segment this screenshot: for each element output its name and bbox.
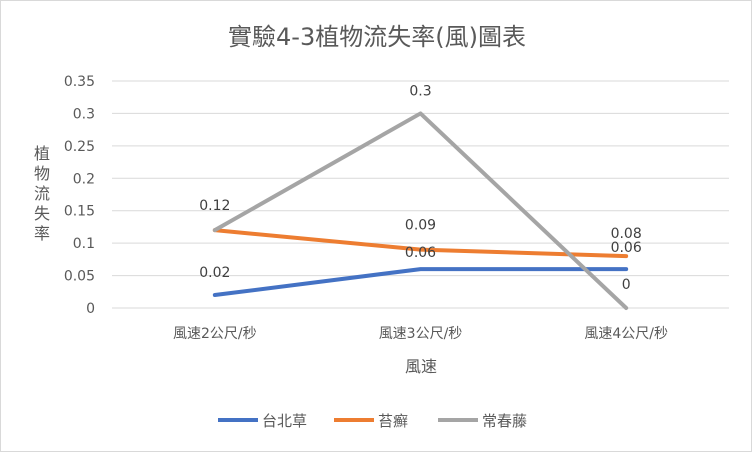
y-tick-label: 0.05 — [64, 269, 95, 285]
data-label: 0.09 — [405, 218, 436, 234]
y-tick-labels: 0 0.05 0.1 0.15 0.2 0.25 0.3 0.35 — [64, 74, 95, 317]
series-line-台北草 — [212, 267, 629, 298]
y-tick-label: 0.1 — [73, 236, 95, 252]
series-line-苔癬 — [212, 228, 629, 259]
y-axis-title: 植物流失率 — [34, 144, 50, 243]
data-label: 0.3 — [409, 83, 431, 99]
x-tick-label: 風速2公尺/秒 — [173, 326, 257, 342]
y-tick-label: 0.3 — [73, 106, 95, 122]
y-tick-label: 0 — [86, 301, 95, 317]
y-axis-title-char: 植 — [34, 144, 50, 163]
y-axis-title-char: 率 — [34, 224, 50, 243]
data-labels: 0.02 0.06 0.09 0.08 0.12 0.3 0 0.06 — [199, 83, 642, 293]
y-tick-label: 0.25 — [64, 139, 95, 155]
data-label: 0 — [622, 277, 631, 293]
x-tick-label: 風速3公尺/秒 — [379, 326, 463, 342]
x-axis-title: 風速 — [405, 357, 437, 376]
gridlines — [112, 80, 729, 309]
data-label: 0.06 — [611, 240, 642, 256]
data-label: 0.06 — [405, 245, 436, 261]
series-line-常春藤 — [212, 111, 629, 310]
legend-label: 苔癬 — [378, 412, 408, 430]
chart-title: 實驗4-3植物流失率(風)圖表 — [228, 23, 526, 51]
y-tick-label: 0.15 — [64, 204, 95, 220]
data-label: 0.02 — [199, 265, 230, 281]
legend-label: 台北草 — [262, 412, 307, 430]
x-tick-label: 風速4公尺/秒 — [584, 326, 668, 342]
y-axis-title-char: 物 — [34, 164, 50, 183]
legend: 台北草 苔癬 常春藤 — [218, 412, 527, 430]
y-tick-label: 0.35 — [64, 74, 95, 90]
legend-label: 常春藤 — [482, 412, 527, 430]
data-label: 0.08 — [611, 226, 642, 242]
y-axis-title-char: 流 — [34, 184, 50, 203]
y-axis-title-char: 失 — [34, 204, 50, 223]
y-tick-label: 0.2 — [73, 171, 95, 187]
series-lines — [212, 111, 629, 310]
x-tick-labels: 風速2公尺/秒 風速3公尺/秒 風速4公尺/秒 — [173, 326, 668, 342]
data-label: 0.12 — [199, 198, 230, 214]
